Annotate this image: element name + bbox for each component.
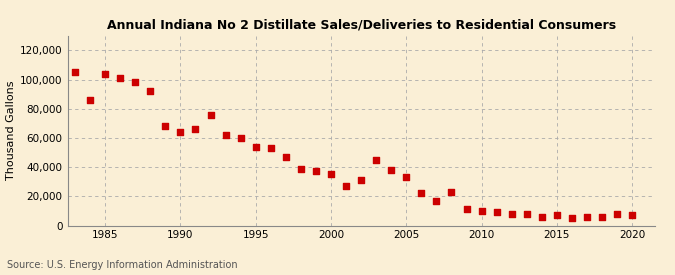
Point	[612, 212, 622, 216]
Point	[250, 144, 261, 149]
Point	[521, 212, 532, 216]
Point	[582, 214, 593, 219]
Point	[597, 214, 608, 219]
Title: Annual Indiana No 2 Distillate Sales/Deliveries to Residential Consumers: Annual Indiana No 2 Distillate Sales/Del…	[107, 19, 616, 32]
Point	[325, 172, 336, 177]
Point	[551, 213, 562, 218]
Point	[160, 124, 171, 128]
Point	[461, 207, 472, 212]
Point	[280, 155, 291, 159]
Point	[220, 133, 231, 137]
Point	[627, 213, 638, 218]
Point	[386, 168, 397, 172]
Point	[175, 130, 186, 134]
Point	[506, 212, 517, 216]
Point	[476, 209, 487, 213]
Text: Source: U.S. Energy Information Administration: Source: U.S. Energy Information Administ…	[7, 260, 238, 270]
Point	[236, 136, 246, 140]
Point	[145, 89, 156, 94]
Point	[341, 184, 352, 188]
Point	[491, 210, 502, 214]
Point	[446, 190, 457, 194]
Point	[401, 175, 412, 180]
Point	[431, 199, 442, 203]
Point	[100, 72, 111, 76]
Point	[190, 127, 201, 131]
Point	[371, 158, 381, 162]
Point	[70, 70, 80, 75]
Point	[537, 214, 547, 219]
Y-axis label: Thousand Gallons: Thousand Gallons	[6, 81, 16, 180]
Point	[130, 80, 140, 85]
Point	[566, 216, 577, 220]
Point	[115, 76, 126, 80]
Point	[205, 112, 216, 117]
Point	[416, 191, 427, 196]
Point	[296, 166, 306, 171]
Point	[84, 98, 95, 102]
Point	[356, 178, 367, 182]
Point	[265, 146, 276, 150]
Point	[310, 169, 321, 174]
